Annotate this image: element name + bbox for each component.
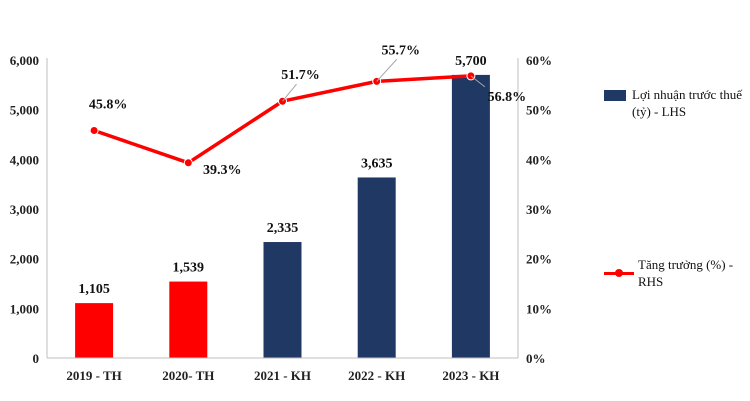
bar-data-label: 2,335 — [267, 221, 299, 236]
y-left-tick-label: 5,000 — [10, 103, 39, 118]
x-tick-label: 2019 - TH — [66, 368, 121, 383]
bar-data-label: 1,105 — [78, 282, 110, 297]
bar — [75, 303, 114, 358]
y-right-tick-label: 30% — [526, 202, 552, 217]
growth-data-label: 45.8% — [89, 98, 128, 113]
y-left-tick-label: 4,000 — [10, 152, 39, 167]
line-layer — [89, 71, 476, 168]
legend-item-growth: Tăng trưởng (%) - RHS — [604, 256, 750, 290]
bar — [263, 242, 302, 358]
growth-point — [183, 158, 193, 168]
growth-data-label: 51.7% — [281, 68, 320, 83]
growth-data-label: 56.8% — [488, 90, 527, 105]
y-right-tick-label: 10% — [526, 301, 552, 316]
labels-layer: 1,105 1,539 2,335 3,635 5,700 45.8% 39.3% 51.7%… — [78, 43, 526, 297]
x-tick-label: 2021 - KH — [254, 368, 311, 383]
line-label-leader — [282, 83, 297, 102]
y-right-tick-label: 60% — [526, 53, 552, 68]
legend-label-growth: Tăng trưởng (%) - RHS — [638, 257, 734, 289]
y-right-tick-label: 40% — [526, 152, 552, 167]
bar-data-label: 3,635 — [361, 156, 393, 171]
legend-bar-swatch — [604, 90, 626, 101]
bar — [357, 177, 396, 358]
bar-data-label: 1,539 — [173, 261, 205, 276]
x-tick-label: 2022 - KH — [348, 368, 405, 383]
legend-label-profit: Lợi nhuận trước thuế (tỷ) - LHS — [632, 87, 742, 119]
growth-data-label: 39.3% — [203, 163, 242, 178]
bar — [451, 74, 490, 359]
y-right-tick-label: 50% — [526, 103, 552, 118]
bar-data-label: 5,700 — [455, 54, 487, 69]
line-label-leader — [470, 75, 486, 88]
x-tick-label: 2023 - KH — [442, 368, 499, 383]
growth-data-label: 55.7% — [381, 43, 420, 58]
y-right-tick-label: 0% — [526, 351, 546, 366]
axis-layer: 0 1,000 2,000 3,000 4,000 5,000 6,000 0% 10% 20% 3… — [10, 53, 552, 383]
bar — [169, 281, 208, 358]
y-left-tick-label: 3,000 — [10, 202, 39, 217]
growth-line — [93, 74, 472, 165]
y-left-tick-label: 0 — [33, 351, 40, 366]
y-right-tick-label: 20% — [526, 252, 552, 267]
line-label-leader — [376, 59, 398, 82]
y-left-tick-label: 6,000 — [10, 53, 39, 68]
legend-line-swatch — [604, 267, 634, 279]
x-tick-label: 2020- TH — [162, 368, 214, 383]
bars-layer — [75, 74, 490, 359]
y-left-tick-label: 1,000 — [10, 301, 39, 316]
growth-point — [89, 126, 99, 136]
y-left-tick-label: 2,000 — [10, 252, 39, 267]
legend-item-profit: Lợi nhuận trước thuế (tỷ) - LHS — [604, 86, 750, 120]
